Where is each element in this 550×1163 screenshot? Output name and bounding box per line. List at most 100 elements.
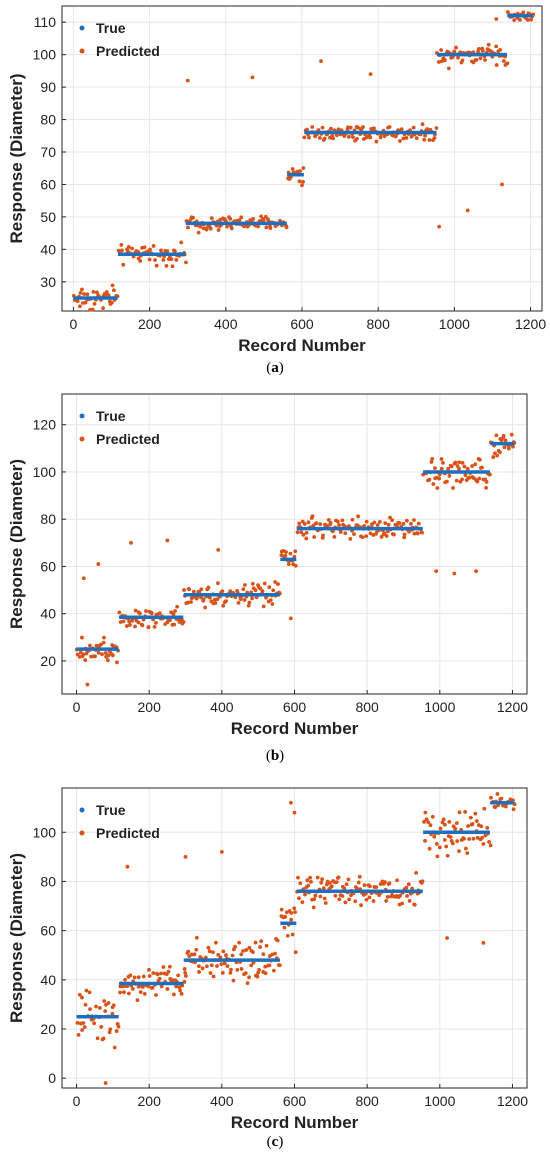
predicted-point bbox=[273, 580, 278, 584]
predicted-point bbox=[99, 1024, 104, 1029]
predicted-point bbox=[94, 1004, 98, 1009]
predicted-point bbox=[408, 521, 413, 526]
y-tick-label: 100 bbox=[33, 47, 57, 63]
predicted-point bbox=[213, 940, 218, 945]
predicted-point bbox=[88, 643, 92, 648]
legend-marker-true bbox=[79, 25, 85, 31]
predicted-point bbox=[104, 290, 109, 294]
predicted-point bbox=[120, 248, 124, 253]
predicted-point bbox=[465, 208, 470, 213]
legend-label-true: True bbox=[96, 408, 126, 424]
predicted-point bbox=[445, 853, 450, 858]
predicted-point bbox=[117, 610, 122, 615]
predicted-point bbox=[412, 902, 417, 907]
x-tick-label: 1200 bbox=[497, 1093, 528, 1109]
predicted-point bbox=[410, 886, 415, 891]
predicted-point bbox=[402, 535, 407, 540]
caption-b: (b) bbox=[265, 748, 285, 764]
y-tick-label: 40 bbox=[40, 241, 56, 257]
predicted-point bbox=[295, 530, 300, 535]
predicted-point bbox=[85, 292, 90, 297]
predicted-point bbox=[465, 466, 470, 471]
predicted-point bbox=[359, 903, 363, 908]
predicted-point bbox=[83, 1002, 88, 1007]
predicted-point bbox=[170, 264, 175, 269]
predicted-point bbox=[249, 963, 254, 968]
predicted-point bbox=[383, 880, 387, 884]
predicted-point bbox=[125, 864, 130, 869]
predicted-point bbox=[521, 10, 526, 15]
predicted-point bbox=[313, 893, 318, 898]
y-tick-label: 60 bbox=[40, 176, 56, 192]
predicted-point bbox=[124, 624, 129, 628]
predicted-point bbox=[224, 599, 228, 604]
predicted-point bbox=[454, 478, 459, 483]
legend-marker-predicted bbox=[79, 48, 85, 54]
predicted-point bbox=[238, 597, 243, 602]
predicted-point bbox=[270, 602, 275, 606]
predicted-point bbox=[125, 984, 130, 989]
predicted-point bbox=[173, 609, 177, 613]
predicted-point bbox=[230, 953, 235, 958]
predicted-point bbox=[174, 984, 179, 989]
predicted-point bbox=[101, 306, 105, 311]
y-tick-label: 60 bbox=[40, 923, 56, 939]
predicted-point bbox=[356, 125, 361, 130]
predicted-point bbox=[91, 289, 96, 294]
predicted-point bbox=[157, 611, 162, 616]
predicted-point bbox=[481, 842, 486, 846]
predicted-point bbox=[296, 875, 300, 880]
predicted-point bbox=[406, 882, 411, 887]
predicted-point bbox=[422, 137, 427, 142]
predicted-point bbox=[371, 899, 376, 903]
predicted-point bbox=[196, 230, 201, 235]
predicted-point bbox=[302, 522, 307, 526]
predicted-point bbox=[343, 900, 348, 905]
predicted-point bbox=[356, 514, 360, 519]
predicted-point bbox=[289, 917, 294, 922]
predicted-point bbox=[179, 991, 184, 996]
predicted-point bbox=[404, 885, 409, 890]
predicted-point bbox=[444, 844, 449, 849]
predicted-point bbox=[318, 894, 323, 899]
x-tick-label: 1200 bbox=[497, 699, 528, 715]
predicted-point bbox=[348, 125, 353, 130]
predicted-point bbox=[251, 217, 256, 221]
predicted-point bbox=[189, 600, 193, 604]
predicted-point bbox=[229, 967, 233, 972]
predicted-point bbox=[442, 837, 447, 842]
predicted-point bbox=[250, 75, 255, 80]
predicted-point bbox=[176, 973, 181, 978]
predicted-point bbox=[121, 262, 126, 267]
predicted-point bbox=[322, 136, 327, 141]
predicted-point bbox=[284, 550, 288, 554]
predicted-point bbox=[407, 529, 411, 534]
predicted-point bbox=[474, 819, 479, 823]
predicted-point bbox=[106, 293, 111, 298]
predicted-point bbox=[360, 535, 365, 540]
predicted-point bbox=[258, 945, 263, 949]
predicted-point bbox=[268, 226, 273, 231]
predicted-point bbox=[135, 998, 140, 1003]
predicted-point bbox=[437, 476, 442, 481]
predicted-point bbox=[305, 127, 309, 132]
predicted-point bbox=[225, 224, 229, 229]
predicted-point bbox=[297, 179, 302, 184]
predicted-point bbox=[368, 531, 373, 536]
predicted-point bbox=[480, 465, 484, 470]
predicted-point bbox=[182, 967, 187, 971]
predicted-point bbox=[456, 55, 460, 60]
predicted-point bbox=[153, 258, 157, 262]
predicted-point bbox=[194, 947, 199, 952]
predicted-point bbox=[346, 877, 351, 882]
predicted-point bbox=[441, 460, 445, 465]
predicted-point bbox=[239, 215, 244, 220]
predicted-point bbox=[101, 640, 106, 645]
predicted-point bbox=[150, 985, 155, 990]
predicted-point bbox=[352, 532, 356, 537]
predicted-point bbox=[329, 126, 333, 131]
predicted-point bbox=[383, 521, 388, 525]
predicted-point bbox=[414, 870, 419, 875]
predicted-point bbox=[335, 519, 340, 524]
predicted-point bbox=[502, 445, 507, 450]
